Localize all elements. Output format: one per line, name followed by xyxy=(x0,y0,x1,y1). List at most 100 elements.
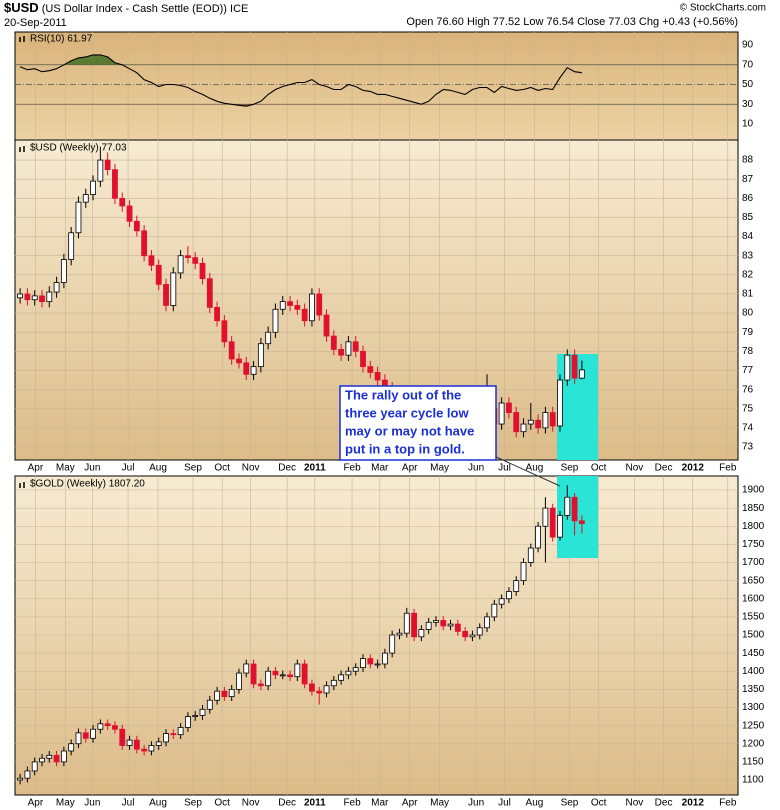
candle-body xyxy=(418,629,425,638)
y-tick-label: 75 xyxy=(742,403,754,414)
candle-body xyxy=(557,514,563,538)
x-tick-label: Feb xyxy=(343,798,361,809)
usd-label: $USD (Weekly) 77.03 xyxy=(30,143,127,154)
candle-body xyxy=(323,314,330,337)
candle-body xyxy=(498,598,505,605)
candle-body xyxy=(163,733,169,743)
y-tick-label: 1250 xyxy=(742,720,765,731)
candle-body xyxy=(367,658,374,665)
candle-body xyxy=(484,616,490,629)
candle-body xyxy=(535,525,541,549)
candle-body xyxy=(24,293,31,301)
candle-body xyxy=(513,580,520,592)
legend-icon xyxy=(19,36,25,488)
candle-body xyxy=(564,354,571,381)
candle-body xyxy=(119,197,126,207)
candle-body xyxy=(112,169,118,199)
candle-body xyxy=(360,350,366,368)
candle-body xyxy=(112,725,118,730)
rsi-label: RSI(10) 61.97 xyxy=(30,34,93,45)
y-tick-label: 50 xyxy=(742,79,754,90)
candle-body xyxy=(301,308,308,322)
candle-body xyxy=(133,220,140,232)
candle-body xyxy=(39,295,45,303)
candle-body xyxy=(527,547,534,563)
y-tick-label: 1750 xyxy=(742,539,765,550)
highlight-box xyxy=(557,354,598,460)
candle-body xyxy=(68,232,75,260)
candle-body xyxy=(119,728,126,746)
y-tick-label: 1850 xyxy=(742,503,765,514)
x-tick-label: Oct xyxy=(214,798,230,809)
candle-body xyxy=(557,379,563,427)
candle-body xyxy=(221,690,228,698)
y-tick-label: 76 xyxy=(742,384,754,395)
x-tick-label: 2011 xyxy=(304,463,326,474)
x-tick-label: May xyxy=(430,798,449,809)
candle-body xyxy=(17,777,24,781)
x-tick-label: Oct xyxy=(591,798,607,809)
candle-body xyxy=(257,683,264,687)
candle-body xyxy=(301,663,308,685)
y-tick-label: 81 xyxy=(742,289,754,300)
x-tick-label: Feb xyxy=(719,798,737,809)
candle-body xyxy=(192,257,199,264)
candle-body xyxy=(185,716,191,728)
x-tick-label: Sep xyxy=(184,463,202,474)
y-tick-label: 80 xyxy=(742,308,754,319)
x-tick-label: Aug xyxy=(149,798,167,809)
candle-body xyxy=(323,685,330,694)
annotation-text: three year cycle low xyxy=(345,405,469,420)
candle-body xyxy=(316,293,323,316)
candle-body xyxy=(133,739,140,750)
y-tick-label: 1550 xyxy=(742,612,765,623)
candle-body xyxy=(236,672,242,690)
x-tick-label: 2012 xyxy=(682,798,705,809)
candle-body xyxy=(126,205,133,222)
candle-body xyxy=(564,496,571,516)
candle-body xyxy=(46,754,53,759)
x-tick-label: Dec xyxy=(655,463,673,474)
y-tick-label: 74 xyxy=(742,423,754,434)
candle-body xyxy=(60,259,67,283)
candle-body xyxy=(82,732,89,739)
candle-body xyxy=(498,402,505,425)
x-tick-label: Mar xyxy=(371,798,389,809)
candle-body xyxy=(68,743,75,752)
candle-body xyxy=(170,733,177,736)
y-tick-label: 78 xyxy=(742,346,754,357)
candle-body xyxy=(360,658,366,669)
candle-body xyxy=(82,194,89,203)
y-tick-label: 30 xyxy=(742,99,754,110)
candle-body xyxy=(491,603,498,618)
candle-body xyxy=(447,623,454,627)
candle-body xyxy=(236,358,242,364)
candle-body xyxy=(206,699,213,710)
candle-body xyxy=(228,688,235,698)
x-tick-label: Nov xyxy=(242,463,260,474)
y-tick-label: 1500 xyxy=(742,630,765,641)
x-tick-label: Apr xyxy=(28,798,44,809)
candle-body xyxy=(31,295,38,301)
candle-body xyxy=(294,305,301,310)
candle-body xyxy=(476,627,483,636)
candle-body xyxy=(578,369,585,379)
y-tick-label: 88 xyxy=(742,155,754,166)
candle-body xyxy=(374,663,381,666)
candle-body xyxy=(440,620,447,627)
candle-body xyxy=(352,667,359,672)
candle-body xyxy=(31,761,38,772)
y-tick-label: 86 xyxy=(742,193,754,204)
gold-panel xyxy=(14,475,739,796)
x-tick-label: Aug xyxy=(526,463,544,474)
candle-body xyxy=(520,562,527,582)
header-date: 20-Sep-2011 xyxy=(4,17,67,29)
x-tick-label: Sep xyxy=(561,798,579,809)
candle-body xyxy=(141,230,148,257)
rsi-panel xyxy=(14,31,739,141)
candle-body xyxy=(250,366,257,375)
candle-body xyxy=(330,335,337,350)
annotation-box xyxy=(339,385,497,461)
candle-body xyxy=(578,520,585,525)
candle-body xyxy=(433,620,439,623)
